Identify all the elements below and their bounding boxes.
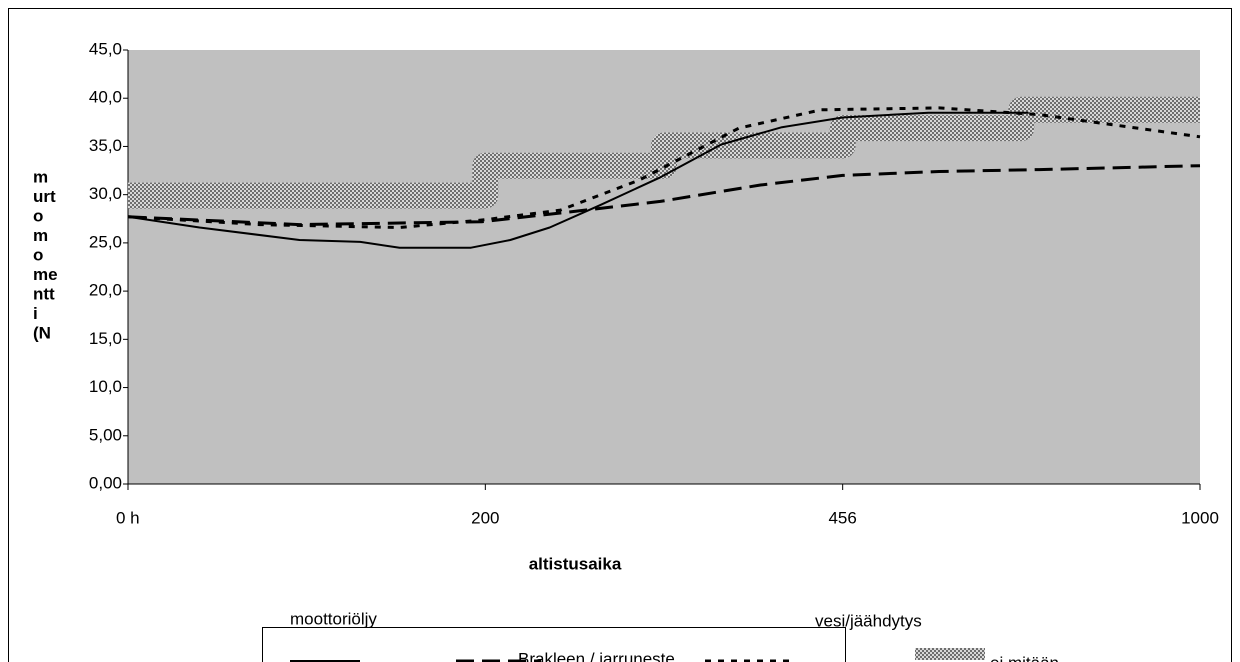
y-tick-label: 5,00: [89, 425, 122, 444]
series-line: [127, 106, 1201, 229]
x-tick-label: 0 h: [116, 508, 140, 527]
y-axis-title: i: [33, 304, 38, 323]
x-axis-title: altistusaika: [529, 554, 622, 573]
legend-box: [262, 627, 846, 662]
x-tick-label: 1000: [1181, 508, 1219, 527]
y-tick-label: 30,0: [89, 184, 122, 203]
legend-label: Brakleen / jarruneste: [518, 649, 675, 662]
y-tick-label: 20,0: [89, 281, 122, 300]
legend-label: moottoriöljy: [290, 609, 377, 628]
y-tick-label: 35,0: [89, 136, 122, 155]
y-axis-title: o: [33, 245, 43, 264]
y-axis-title: (N: [33, 323, 51, 342]
legend-label: ei mitään: [990, 653, 1059, 662]
y-axis-title: m: [33, 167, 48, 186]
y-axis-title: me: [33, 265, 58, 284]
y-tick-label: 0,00: [89, 473, 122, 492]
series-line: [127, 164, 1201, 227]
y-axis-title: ntt: [33, 284, 55, 303]
y-axis-title: urt: [33, 187, 56, 206]
y-tick-label: 15,0: [89, 329, 122, 348]
x-tick-label: 200: [471, 508, 499, 527]
y-tick-label: 45,0: [89, 39, 122, 58]
legend-swatch: [915, 648, 985, 660]
series-line: [128, 96, 1200, 209]
y-axis-title: o: [33, 206, 43, 225]
y-tick-label: 10,0: [89, 377, 122, 396]
y-axis-title: m: [33, 226, 48, 245]
y-tick-label: 40,0: [89, 88, 122, 107]
x-tick-label: 456: [828, 508, 856, 527]
series-line: [127, 111, 1029, 249]
legend-label: vesi/jäähdytys: [815, 611, 922, 630]
y-tick-label: 25,0: [89, 232, 122, 251]
